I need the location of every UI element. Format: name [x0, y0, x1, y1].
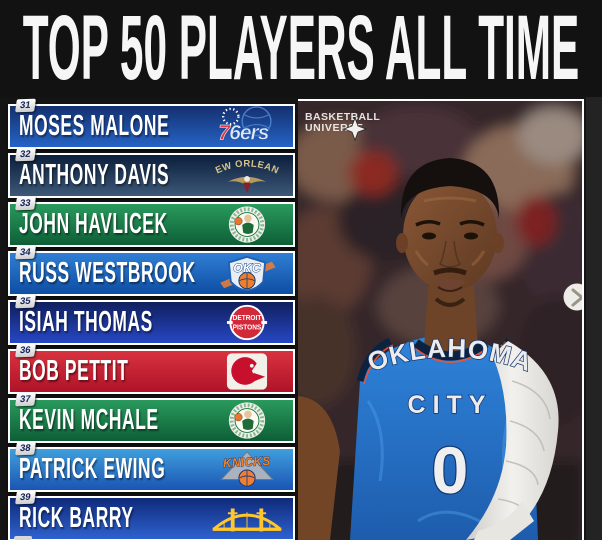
- player-row-33: 33 JOHN HAVLICEK: [8, 196, 295, 247]
- player-name: BOB PETTIT: [19, 355, 129, 387]
- team-logo-76ers-icon: 76ers: [205, 106, 293, 147]
- team-logo-pelicans-icon: NEW ORLEANS: [205, 155, 293, 196]
- rank-badge: 36: [15, 343, 36, 358]
- logo-text-detroit: DETROIT: [233, 313, 262, 322]
- team-logo-knicks-icon: KNICKS: [205, 449, 293, 490]
- logo-text-knicks: KNICKS: [223, 454, 272, 470]
- logo-text-okc: OKC: [233, 261, 262, 275]
- svg-text:NEW ORLEANS: NEW ORLEANS: [205, 155, 281, 177]
- star-icon: [342, 116, 368, 142]
- svg-text:76ers: 76ers: [218, 121, 268, 144]
- player-name: PATRICK EWING: [19, 453, 166, 485]
- player-name: KEVIN MCHALE: [19, 404, 159, 436]
- rank-badge-partial: [13, 536, 33, 540]
- rank-badge: 37: [15, 392, 36, 407]
- player-name: ISIAH THOMAS: [19, 306, 153, 338]
- player-row-36: 36 BOB PETTIT: [8, 343, 295, 394]
- page-title: TOP 50 PLAYERS ALL TIME: [22, 0, 580, 100]
- player-name: MOSES MALONE: [19, 110, 170, 142]
- jersey-city-line2: CITY: [408, 391, 493, 419]
- player-row-32: 32 ANTHONY DAVIS NEW ORLEANS: [8, 147, 295, 198]
- rank-badge: 32: [15, 147, 36, 162]
- team-logo-hawks-icon: [205, 351, 293, 392]
- player-name: RICK BARRY: [19, 502, 134, 534]
- westbrook-figure: [298, 158, 559, 540]
- player-name: JOHN HAVLICEK: [19, 208, 168, 240]
- jersey-number: 0: [432, 433, 469, 507]
- background-strip: [586, 97, 602, 540]
- logo-text-neworleans: NEW ORLEANS: [205, 155, 280, 177]
- team-logo-warriors-icon: [205, 498, 293, 539]
- player-photo-westbrook: OKLAHOMA CITY 0 BASKETBALL UNIVERSE: [298, 99, 584, 540]
- rank-badge: 35: [15, 294, 36, 309]
- player-row-37: 37 KEVIN MCHALE: [8, 392, 295, 443]
- player-name: RUSS WESTBROOK: [19, 257, 196, 289]
- player-ranking-list: 31 MOSES MALONE 76ers 32 ANTHONY DAVIS: [8, 98, 295, 540]
- carousel-next-button[interactable]: [563, 283, 583, 311]
- chevron-right-icon: [571, 288, 582, 307]
- header-banner: TOP 50 PLAYERS ALL TIME: [0, 0, 602, 97]
- logo-text-6ers: 6ers: [229, 121, 269, 144]
- watermark-line1: BASKETBALL: [305, 111, 380, 123]
- player-row-38: 38 PATRICK EWING KNICKS: [8, 441, 295, 492]
- player-name: ANTHONY DAVIS: [19, 159, 170, 191]
- team-logo-celtics-icon: [205, 400, 293, 441]
- player-row-34: 34 RUSS WESTBROOK OKC: [8, 245, 295, 296]
- player-row-39: 39 RICK BARRY: [8, 490, 295, 540]
- team-logo-celtics-icon: [205, 204, 293, 245]
- logo-text-7: 7: [218, 121, 231, 144]
- rank-badge: 34: [15, 245, 36, 260]
- rank-badge: 38: [15, 441, 36, 456]
- player-row-35: 35 ISIAH THOMAS DETROIT PISTONS: [8, 294, 295, 345]
- team-logo-pistons-icon: DETROIT PISTONS: [205, 302, 293, 343]
- basketball-universe-logo: BASKETBALL UNIVERSE: [305, 111, 380, 142]
- team-logo-thunder-icon: OKC: [205, 253, 293, 294]
- player-row-31: 31 MOSES MALONE 76ers: [8, 98, 295, 149]
- logo-text-pistons: PISTONS: [233, 323, 262, 332]
- rank-badge: 33: [15, 196, 36, 211]
- rank-badge: 39: [15, 490, 36, 505]
- rank-badge: 31: [15, 98, 36, 113]
